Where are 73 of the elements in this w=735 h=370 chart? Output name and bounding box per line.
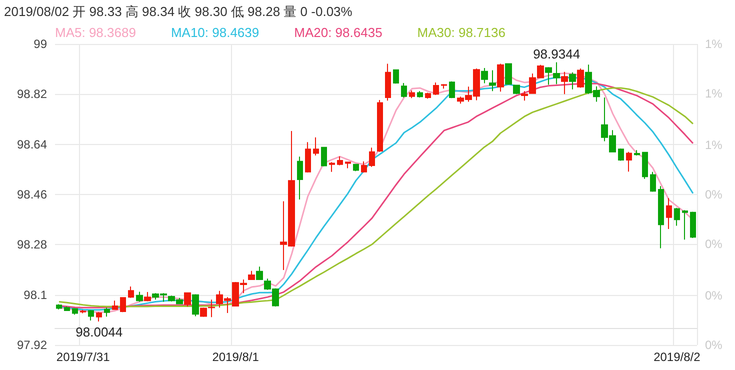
- text: 2019/08/02 开 98.33 高 98.34 收 98.30 低 98.28 量 0 -0.03%: [4, 4, 353, 19]
- candlestick: [441, 84, 447, 90]
- candlestick: [449, 80, 455, 99]
- candlestick: [80, 309, 86, 314]
- x-tick-label: 2019/8/2: [654, 350, 701, 364]
- candlestick: [690, 211, 696, 238]
- candlestick: [104, 307, 110, 318]
- candlestick: [112, 300, 118, 310]
- candlestick: [136, 291, 143, 302]
- candlestick: [674, 207, 680, 226]
- candlestick: [305, 142, 311, 173]
- candlestick: [626, 151, 632, 172]
- candlestick: [666, 198, 672, 230]
- candlestick: [561, 71, 568, 95]
- candlestick: [184, 292, 191, 308]
- candlestick: [248, 270, 255, 281]
- x-tick-label: 2019/7/31: [56, 350, 110, 364]
- y-tick-label: 98.46: [16, 188, 48, 202]
- candlestick: [505, 62, 512, 86]
- candlestick: [481, 67, 488, 84]
- candlestick: [393, 68, 399, 84]
- candlestick: [497, 63, 504, 92]
- text: MA30: 98.7136: [417, 25, 506, 40]
- candlestick: [401, 82, 407, 98]
- candlestick: [513, 84, 520, 95]
- candlestick: [64, 306, 70, 312]
- text: MA20: 98.6435: [294, 25, 382, 40]
- candlestick: [658, 186, 664, 249]
- x-tick-label: 2019/8/1: [212, 350, 260, 364]
- candlestick: [144, 292, 151, 302]
- candlestick: [56, 304, 62, 310]
- candlestick: [377, 100, 383, 152]
- text: MA5: 98.3689: [55, 25, 136, 40]
- candlestick: [297, 156, 303, 200]
- candlestick: [128, 286, 134, 298]
- y-tick-label: 98.82: [16, 87, 48, 102]
- candlestick: [256, 266, 263, 281]
- candlestick: [409, 90, 415, 99]
- candlestick: [433, 82, 439, 96]
- y-tick-label: 98.64: [16, 137, 48, 152]
- y-tick-label: 97.92: [16, 338, 48, 352]
- candlestick: [353, 163, 359, 172]
- y-tick-label: 98.28: [16, 238, 48, 252]
- candlestick: [369, 147, 375, 168]
- candlestick: [345, 161, 351, 169]
- annotation: 98.9344: [533, 46, 580, 62]
- candlestick: [618, 148, 624, 162]
- candlestick: [642, 151, 648, 180]
- candlestick: [192, 294, 199, 317]
- candlestick: [545, 66, 552, 86]
- candlestick: [385, 63, 391, 102]
- candlestick: [96, 312, 102, 322]
- candlestick: [489, 70, 496, 92]
- candlestick: [321, 146, 327, 167]
- candlestick: [361, 160, 367, 173]
- candlestick: [337, 156, 343, 166]
- candlestick: [72, 308, 78, 316]
- candlestick: [417, 90, 423, 98]
- y-tick-label: 99: [34, 37, 48, 51]
- candlestick: [634, 150, 640, 156]
- candlestick: [553, 62, 560, 85]
- y-tick-label: 98.1: [24, 288, 48, 302]
- candlestick: [313, 136, 319, 156]
- candlestick: [577, 68, 584, 88]
- candlestick: [120, 296, 126, 313]
- text: MA10: 98.4639: [170, 25, 260, 40]
- candlestick: [569, 72, 576, 90]
- annotation: 98.0044: [76, 324, 123, 340]
- candlestick: [329, 162, 335, 172]
- candlestick: [650, 171, 656, 192]
- candlestick: [425, 92, 431, 100]
- candlestick: [682, 210, 688, 240]
- candlestick: [88, 310, 94, 321]
